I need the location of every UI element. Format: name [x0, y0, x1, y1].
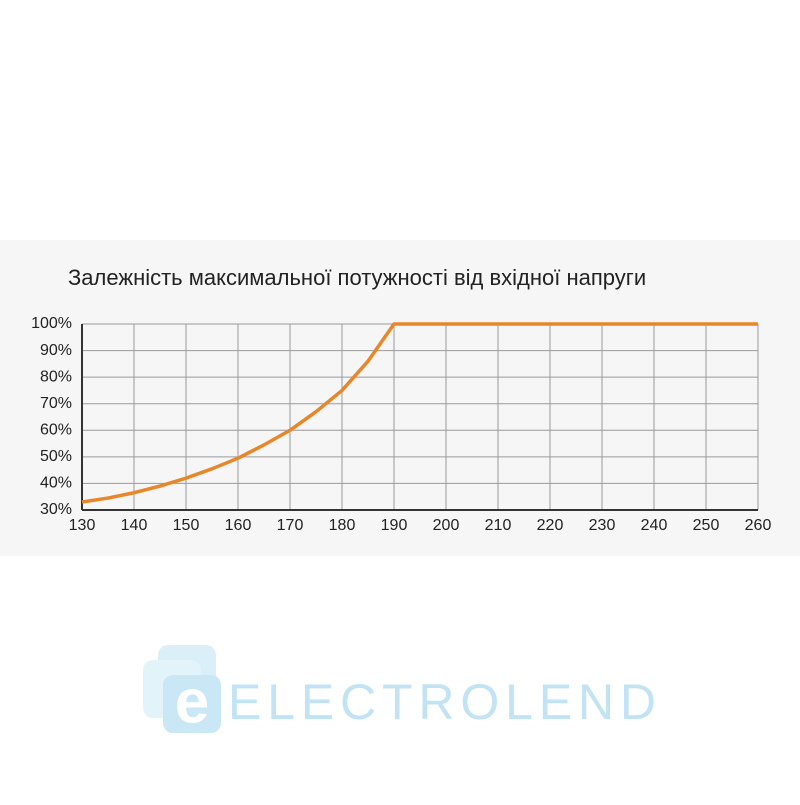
x-tick-label: 170: [277, 517, 304, 534]
chart-background: [0, 240, 800, 556]
chart-title: Залежність максимальної потужності від в…: [68, 265, 646, 290]
data-line: [81, 322, 758, 504]
plot: 30% 40% 50% 60% 70% 80% 90% 100% 130 140 150 160 170…: [31, 315, 771, 534]
x-tick-label: 140: [121, 517, 148, 534]
x-tick-label: 210: [485, 517, 512, 534]
x-tick-label: 240: [641, 517, 668, 534]
logo-square: [163, 675, 221, 733]
watermark-text: ELECTROLEND: [228, 674, 656, 730]
y-tick-label: 40%: [40, 475, 72, 492]
x-tick-label: 160: [225, 517, 252, 534]
x-tick-label: 260: [745, 517, 772, 534]
y-tick-label: 50%: [40, 448, 72, 465]
y-tick-label: 90%: [40, 342, 72, 359]
y-tick-label: 70%: [40, 395, 72, 412]
x-tick-label: 250: [693, 517, 720, 534]
x-tick-label: 190: [381, 517, 408, 534]
y-tick-label: 80%: [40, 368, 72, 385]
logo-letter: e: [175, 667, 209, 736]
x-tick-label: 180: [329, 517, 356, 534]
x-tick-label: 150: [173, 517, 200, 534]
y-tick-label: 30%: [40, 501, 72, 518]
y-tick-label: 100%: [31, 315, 72, 332]
x-tick-label: 200: [433, 517, 460, 534]
x-tick-label: 220: [537, 517, 564, 534]
x-tick-label: 230: [589, 517, 616, 534]
y-tick-label: 60%: [40, 422, 72, 439]
x-tick-label: 130: [69, 517, 96, 534]
watermark: e ELECTROLEND: [143, 645, 656, 736]
